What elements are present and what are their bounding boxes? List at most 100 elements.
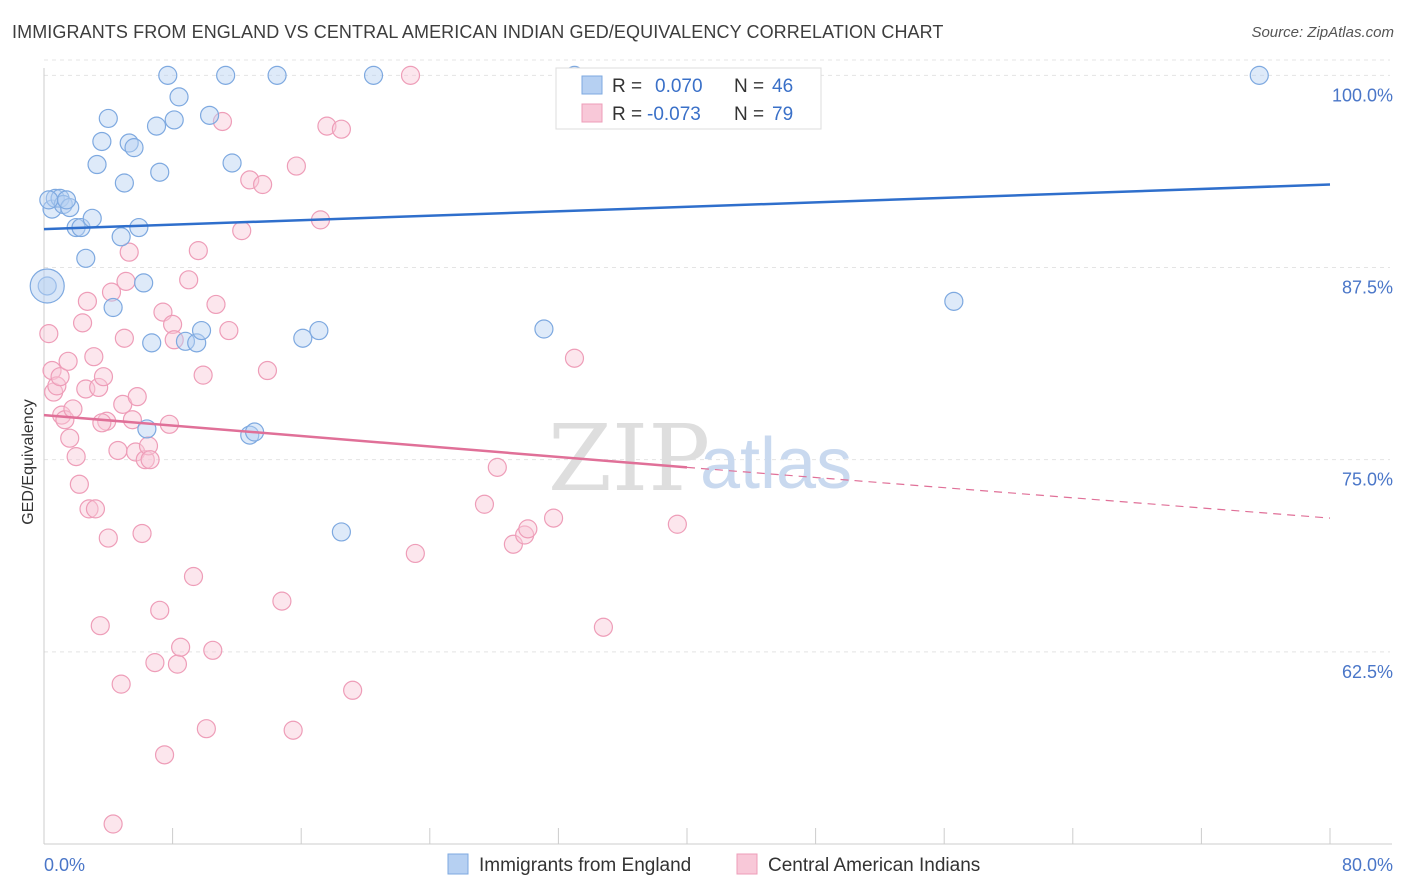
data-point — [114, 173, 134, 193]
data-point — [272, 591, 292, 611]
data-point — [222, 153, 242, 173]
data-point — [363, 65, 384, 85]
data-point — [119, 242, 139, 262]
axes — [43, 68, 1392, 845]
y-axis-title: GED/Equivalency — [20, 399, 37, 524]
data-point — [331, 522, 351, 542]
data-point — [179, 270, 199, 290]
stats-legend-n-label-1: N = — [734, 76, 764, 97]
data-point — [79, 499, 99, 519]
data-point — [317, 116, 337, 136]
data-point — [63, 399, 83, 419]
stats-legend-swatch-pink — [581, 103, 603, 123]
x-tick-label: 0.0% — [44, 855, 85, 875]
data-point — [199, 105, 220, 125]
stats-legend-r-value-1: 0.070 — [655, 76, 703, 97]
data-point — [188, 241, 208, 261]
data-point — [257, 360, 278, 381]
data-point — [169, 87, 189, 107]
data-point — [77, 291, 98, 311]
watermark: ZIP atlas — [548, 405, 852, 512]
data-point — [343, 680, 363, 700]
data-point — [240, 170, 260, 190]
data-point — [111, 674, 131, 694]
data-point — [85, 499, 106, 519]
series-legend-label-pink: Central American Indians — [768, 855, 980, 876]
stats-legend-r-label-1: R = — [612, 76, 642, 97]
data-point — [129, 217, 149, 238]
chart-title: IMMIGRANTS FROM ENGLAND VS CENTRAL AMERI… — [12, 22, 944, 42]
data-point — [98, 528, 118, 548]
data-point — [154, 745, 175, 765]
series-central-american-indians — [39, 65, 687, 834]
stats-legend-r-value-2: -0.073 — [647, 104, 701, 125]
data-point — [127, 387, 147, 407]
data-point — [293, 328, 313, 348]
data-point — [253, 174, 273, 195]
data-point — [283, 720, 303, 740]
data-point — [50, 367, 70, 387]
data-point — [58, 351, 78, 371]
data-point — [134, 273, 154, 293]
stats-legend-swatch-blue — [581, 75, 603, 95]
data-point — [111, 227, 131, 247]
data-point — [124, 138, 144, 158]
data-point — [203, 640, 223, 660]
y-tick-labels: 62.5% 75.0% 87.5% 100.0% — [1332, 85, 1393, 681]
trend-line-cai-solid — [43, 413, 688, 469]
data-point — [167, 654, 188, 674]
data-point — [150, 600, 170, 620]
x-tick-label: 80.0% — [1342, 855, 1393, 875]
grid-lines — [44, 59, 1390, 653]
data-point — [944, 291, 964, 311]
data-point — [267, 65, 287, 85]
data-point — [89, 377, 109, 398]
data-point — [232, 221, 252, 241]
data-point — [534, 319, 554, 339]
data-point — [564, 348, 585, 368]
data-point — [187, 333, 207, 353]
stats-legend-n-label-2: N = — [734, 104, 764, 125]
y-tick-label: 75.0% — [1342, 470, 1393, 490]
data-point — [150, 162, 170, 182]
data-point — [60, 428, 80, 448]
data-point — [82, 208, 102, 228]
data-point — [76, 248, 96, 268]
series-legend: Immigrants from England Central American… — [447, 853, 980, 876]
data-point — [158, 65, 178, 85]
data-point — [286, 156, 306, 176]
data-point — [206, 294, 226, 315]
data-point — [146, 116, 167, 136]
stats-legend-r-label-2: R = — [612, 104, 642, 125]
data-point — [183, 566, 204, 587]
series-legend-swatch-blue — [447, 853, 469, 875]
data-point — [69, 474, 89, 494]
data-point — [191, 320, 212, 341]
data-point — [193, 365, 213, 385]
data-point — [667, 514, 687, 534]
data-point — [103, 814, 123, 834]
y-tick-label: 87.5% — [1342, 278, 1393, 298]
data-point — [543, 508, 564, 528]
stats-legend: R = 0.070 N = 46 R = -0.073 N = 79 — [555, 67, 822, 130]
data-point — [92, 131, 112, 152]
data-point — [142, 333, 162, 353]
data-point — [92, 413, 112, 433]
data-point — [138, 436, 159, 456]
data-point — [196, 719, 216, 739]
data-point — [400, 65, 421, 85]
data-point — [101, 282, 122, 302]
data-point — [309, 320, 329, 341]
data-point — [132, 523, 152, 544]
data-point — [66, 447, 86, 467]
data-point — [487, 457, 507, 477]
data-point — [593, 617, 614, 637]
data-point-large — [29, 268, 65, 304]
series-legend-swatch-pink — [736, 853, 758, 875]
data-point — [90, 616, 110, 636]
data-point — [216, 65, 236, 85]
data-point — [93, 367, 114, 387]
data-point — [60, 197, 80, 218]
trend-line-england — [43, 183, 1331, 231]
